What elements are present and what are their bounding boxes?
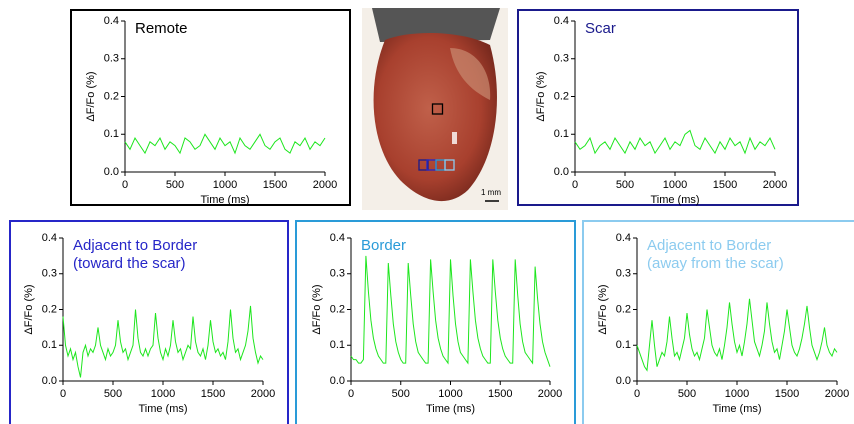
y-axis-label: ΔF/Fo (%) [85, 71, 97, 121]
roi-scar [418, 159, 429, 171]
x-tick-label: 1500 [775, 388, 799, 400]
x-tick-label: 0 [122, 179, 128, 191]
y-tick-label: 0.0 [554, 166, 569, 178]
y-axis-label: ΔF/Fo (%) [23, 284, 35, 334]
x-tick-label: 2000 [825, 388, 849, 400]
x-tick-label: 1500 [201, 388, 225, 400]
panel-title: Scar [585, 20, 616, 37]
panel-frame [582, 220, 854, 424]
x-axis-label: Time (ms) [138, 403, 187, 415]
panel-title: Adjacent to Border [73, 237, 197, 254]
roi-remote [431, 103, 444, 115]
y-tick-label: 0.0 [42, 375, 57, 387]
x-tick-label: 0 [60, 388, 66, 400]
y-tick-label: 0.0 [616, 375, 631, 387]
glare [452, 132, 457, 144]
x-tick-label: 1500 [713, 179, 737, 191]
highlight [450, 48, 491, 100]
x-tick-label: 1000 [438, 388, 462, 400]
y-axis-label: ΔF/Fo (%) [535, 71, 547, 121]
x-tick-label: 1000 [213, 179, 237, 191]
y-tick-label: 0.4 [330, 232, 345, 244]
x-axis-label: Time (ms) [650, 194, 699, 206]
y-tick-label: 0.1 [554, 128, 569, 140]
y-tick-label: 0.3 [104, 53, 119, 65]
panel-frame [70, 9, 351, 206]
y-axis-label: ΔF/Fo (%) [597, 284, 609, 334]
scale-label: 1 mm [481, 188, 501, 197]
panel-frame [9, 220, 289, 424]
x-tick-label: 500 [678, 388, 696, 400]
heart-photo: 1 mm [362, 8, 508, 210]
panel-title: Remote [135, 20, 188, 37]
x-tick-label: 1500 [488, 388, 512, 400]
x-tick-label: 1000 [151, 388, 175, 400]
panel-frame [295, 220, 576, 424]
x-tick-label: 2000 [763, 179, 787, 191]
x-tick-label: 500 [166, 179, 184, 191]
y-tick-label: 0.1 [42, 339, 57, 351]
panel-title: Border [361, 237, 406, 254]
y-tick-label: 0.2 [42, 303, 57, 315]
x-tick-label: 500 [104, 388, 122, 400]
y-tick-label: 0.1 [330, 339, 345, 351]
panel-subtitle: (toward the scar) [73, 255, 186, 272]
y-axis-label: ΔF/Fo (%) [311, 284, 323, 334]
roi-adjacent-away [444, 159, 455, 171]
x-tick-label: 2000 [313, 179, 337, 191]
instrument [372, 8, 500, 42]
y-tick-label: 0.2 [554, 90, 569, 102]
y-tick-label: 0.2 [330, 303, 345, 315]
panel-subtitle: (away from the scar) [647, 255, 784, 272]
y-tick-label: 0.3 [330, 268, 345, 280]
panel-frame [517, 9, 799, 206]
x-tick-label: 500 [616, 179, 634, 191]
y-tick-label: 0.4 [616, 232, 631, 244]
x-tick-label: 0 [572, 179, 578, 191]
x-tick-label: 1000 [663, 179, 687, 191]
x-tick-label: 0 [348, 388, 354, 400]
trace [574, 129, 776, 155]
y-tick-label: 0.3 [616, 268, 631, 280]
y-tick-label: 0.1 [104, 128, 119, 140]
x-tick-label: 2000 [251, 388, 275, 400]
x-tick-label: 1500 [263, 179, 287, 191]
trace [62, 305, 264, 378]
y-tick-label: 0.4 [42, 232, 57, 244]
trace [124, 133, 326, 155]
x-tick-label: 1000 [725, 388, 749, 400]
trace [350, 255, 551, 367]
y-tick-label: 0.3 [554, 53, 569, 65]
x-axis-label: Time (ms) [712, 403, 761, 415]
y-tick-label: 0.4 [554, 15, 569, 27]
y-tick-label: 0.2 [616, 303, 631, 315]
y-tick-label: 0.3 [42, 268, 57, 280]
x-tick-label: 500 [392, 388, 410, 400]
y-tick-label: 0.2 [104, 90, 119, 102]
y-tick-label: 0.0 [330, 375, 345, 387]
x-axis-label: Time (ms) [200, 194, 249, 206]
y-tick-label: 0.1 [616, 339, 631, 351]
x-tick-label: 2000 [538, 388, 562, 400]
x-tick-label: 0 [634, 388, 640, 400]
y-tick-label: 0.4 [104, 15, 119, 27]
panel-title: Adjacent to Border [647, 237, 771, 254]
trace [636, 298, 838, 372]
y-tick-label: 0.0 [104, 166, 119, 178]
x-axis-label: Time (ms) [426, 403, 475, 415]
